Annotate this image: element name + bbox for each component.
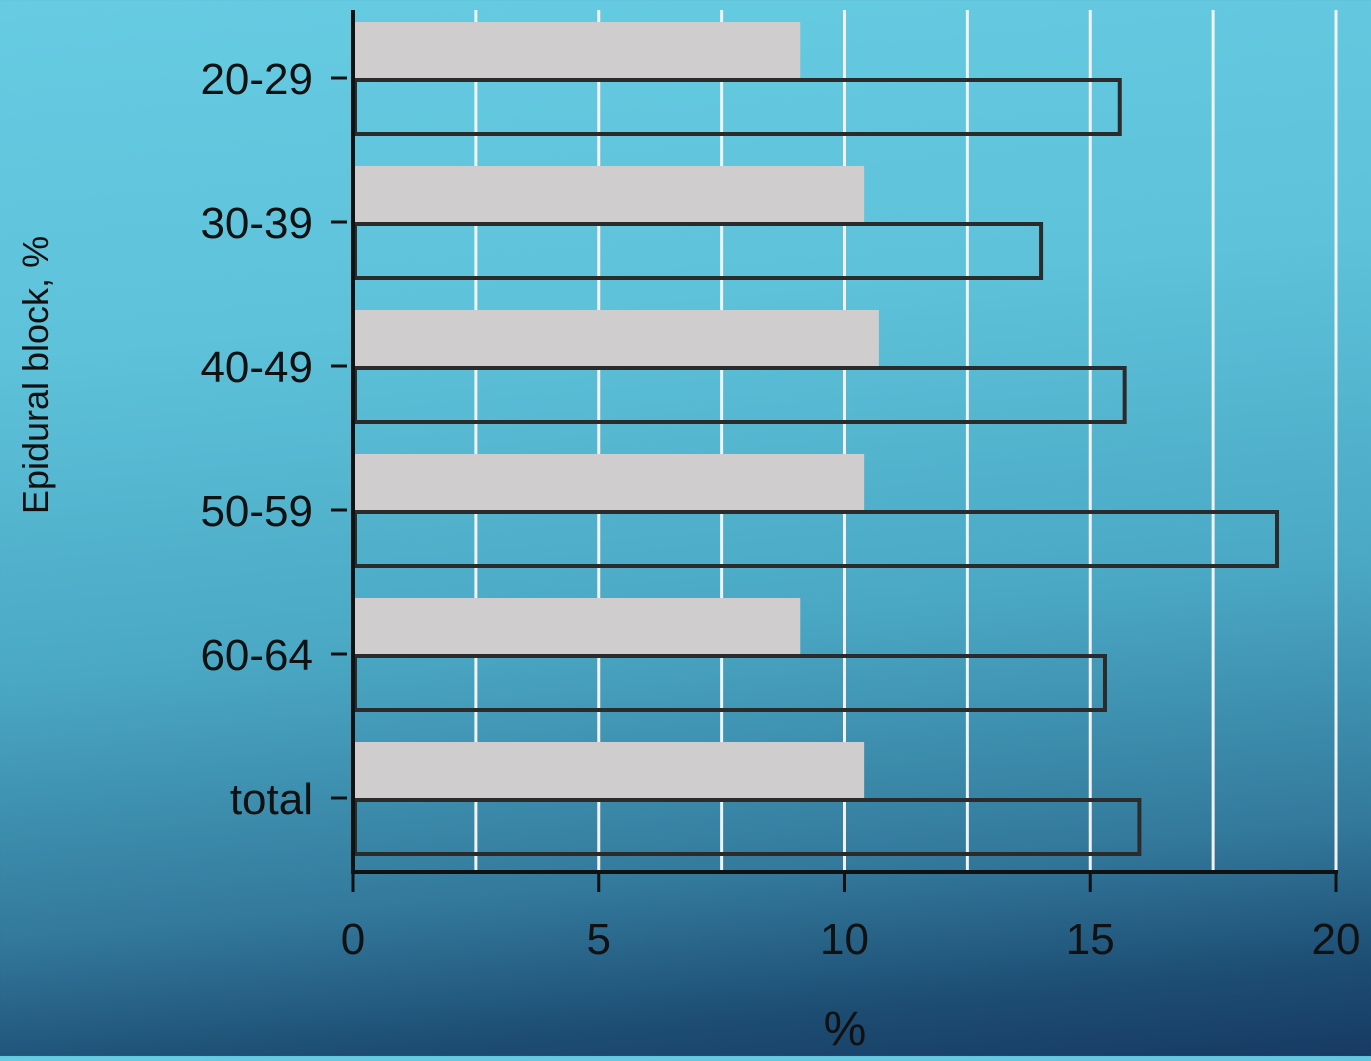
bar-series1-40-49 bbox=[353, 310, 879, 366]
y-tick-label-50-59: 50-59 bbox=[200, 487, 313, 536]
bar-series2-40-49 bbox=[353, 366, 1127, 424]
bar-series1-50-59 bbox=[353, 454, 865, 510]
y-tick-label-total: total bbox=[230, 775, 313, 824]
bar-series2-20-29 bbox=[353, 78, 1122, 136]
y-tick-label-60-64: 60-64 bbox=[200, 631, 313, 680]
bar-series2-50-59 bbox=[353, 510, 1280, 568]
x-tick-label-20: 20 bbox=[1312, 915, 1361, 964]
bar-series2-total bbox=[353, 798, 1142, 856]
x-tick-label-5: 5 bbox=[587, 915, 611, 964]
gridlines bbox=[474, 10, 1338, 872]
y-tick-label-30-39: 30-39 bbox=[200, 199, 313, 248]
axes bbox=[331, 10, 1338, 892]
bar-series1-20-29 bbox=[353, 22, 801, 78]
x-axis-label: % bbox=[824, 1003, 867, 1056]
x-tick-label-0: 0 bbox=[341, 915, 365, 964]
bar-series1-total bbox=[353, 742, 865, 798]
y-tick-label-40-49: 40-49 bbox=[200, 343, 313, 392]
x-tick-label-15: 15 bbox=[1066, 915, 1115, 964]
bars bbox=[353, 22, 1280, 856]
bar-series1-60-64 bbox=[353, 598, 801, 654]
bar-series1-30-39 bbox=[353, 166, 865, 222]
labels: % Epidural block, % 20-29 30-39 40-49 50-59… bbox=[15, 55, 1360, 1056]
bar-series2-30-39 bbox=[353, 222, 1044, 280]
x-tick-label-10: 10 bbox=[820, 915, 869, 964]
bar-series2-60-64 bbox=[353, 654, 1107, 712]
y-tick-label-20-29: 20-29 bbox=[200, 55, 313, 104]
y-axis-label: Epidural block, % bbox=[15, 236, 56, 514]
